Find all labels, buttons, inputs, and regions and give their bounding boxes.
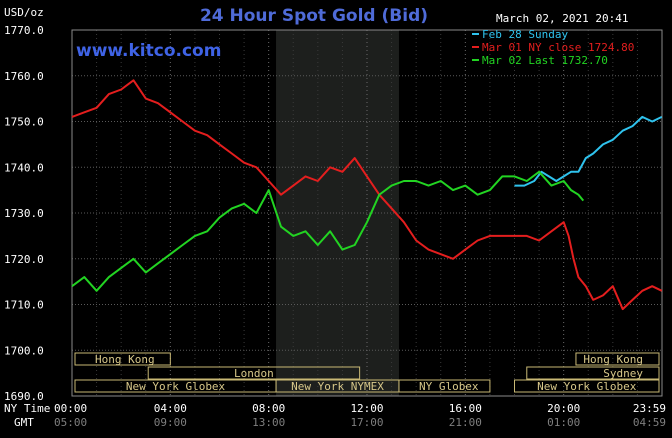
x-tick-ny: 00:00 <box>54 402 87 415</box>
y-tick-label: 1720.0 <box>4 253 44 266</box>
x-tick-ny: 04:00 <box>154 402 187 415</box>
session-box <box>398 379 491 393</box>
timestamp: March 02, 2021 20:41 <box>496 12 628 25</box>
session-box <box>575 352 660 366</box>
session-label: London <box>234 367 274 380</box>
session-box <box>147 366 361 380</box>
legend-entry: Feb 28 Sunday <box>482 28 568 41</box>
y-tick-label: 1730.0 <box>4 207 44 220</box>
x-tick-ny: 16:00 <box>449 402 482 415</box>
series-line-2 <box>71 79 663 311</box>
chart-title: 24 Hour Spot Gold (Bid) <box>200 6 428 26</box>
session-label: Hong Kong <box>95 353 155 366</box>
y-tick-label: 1700.0 <box>4 344 44 357</box>
legend-entry: Mar 01 NY close 1724.80 <box>482 41 634 54</box>
x-tick-gmt: 01:00 <box>547 416 580 429</box>
session-label: Sydney <box>603 367 643 380</box>
price-series <box>71 79 663 311</box>
x-tick-gmt: 09:00 <box>154 416 187 429</box>
ny-time-row-label: NY Time <box>4 402 50 415</box>
gridlines <box>72 29 662 397</box>
y-tick-label: 1710.0 <box>4 299 44 312</box>
brand-watermark: www.kitco.com <box>76 41 221 61</box>
session-label: New York NYMEX <box>291 380 384 393</box>
y-axis-unit-label: USD/oz <box>4 6 44 19</box>
x-tick-gmt: 04:59 <box>633 416 666 429</box>
y-tick-label: 1770.0 <box>4 24 44 37</box>
series-line-3 <box>71 170 585 292</box>
plot-border <box>71 29 663 397</box>
x-tick-gmt: 13:00 <box>252 416 285 429</box>
y-tick-label: 1750.0 <box>4 116 44 129</box>
session-label: NY Globex <box>419 380 479 393</box>
x-tick-ny: 08:00 <box>252 402 285 415</box>
y-tick-label: 1760.0 <box>4 70 44 83</box>
session-box <box>514 379 660 393</box>
x-tick-gmt: 17:00 <box>350 416 383 429</box>
session-box <box>74 352 171 366</box>
y-tick-label: 1740.0 <box>4 161 44 174</box>
session-label: Hong Kong <box>583 353 643 366</box>
x-tick-ny: 23:59 <box>633 402 666 415</box>
y-axis-ticks: 1770.0 1760.0 1750.0 1740.0 1730.0 1720.0 1710… <box>4 24 44 403</box>
y-tick-label: 1690.0 <box>4 390 44 403</box>
x-tick-gmt: 05:00 <box>54 416 87 429</box>
x-tick-ny: 12:00 <box>350 402 383 415</box>
x-tick-ny: 20:00 <box>547 402 580 415</box>
plot-frame <box>71 29 663 397</box>
session-box <box>526 366 660 380</box>
session-label: New York Globex <box>126 380 226 393</box>
session-label: New York Globex <box>537 380 637 393</box>
legend-entry: Mar 02 Last 1732.70 <box>482 54 608 67</box>
gmt-row-label: GMT <box>14 416 34 429</box>
x-tick-gmt: 21:00 <box>449 416 482 429</box>
